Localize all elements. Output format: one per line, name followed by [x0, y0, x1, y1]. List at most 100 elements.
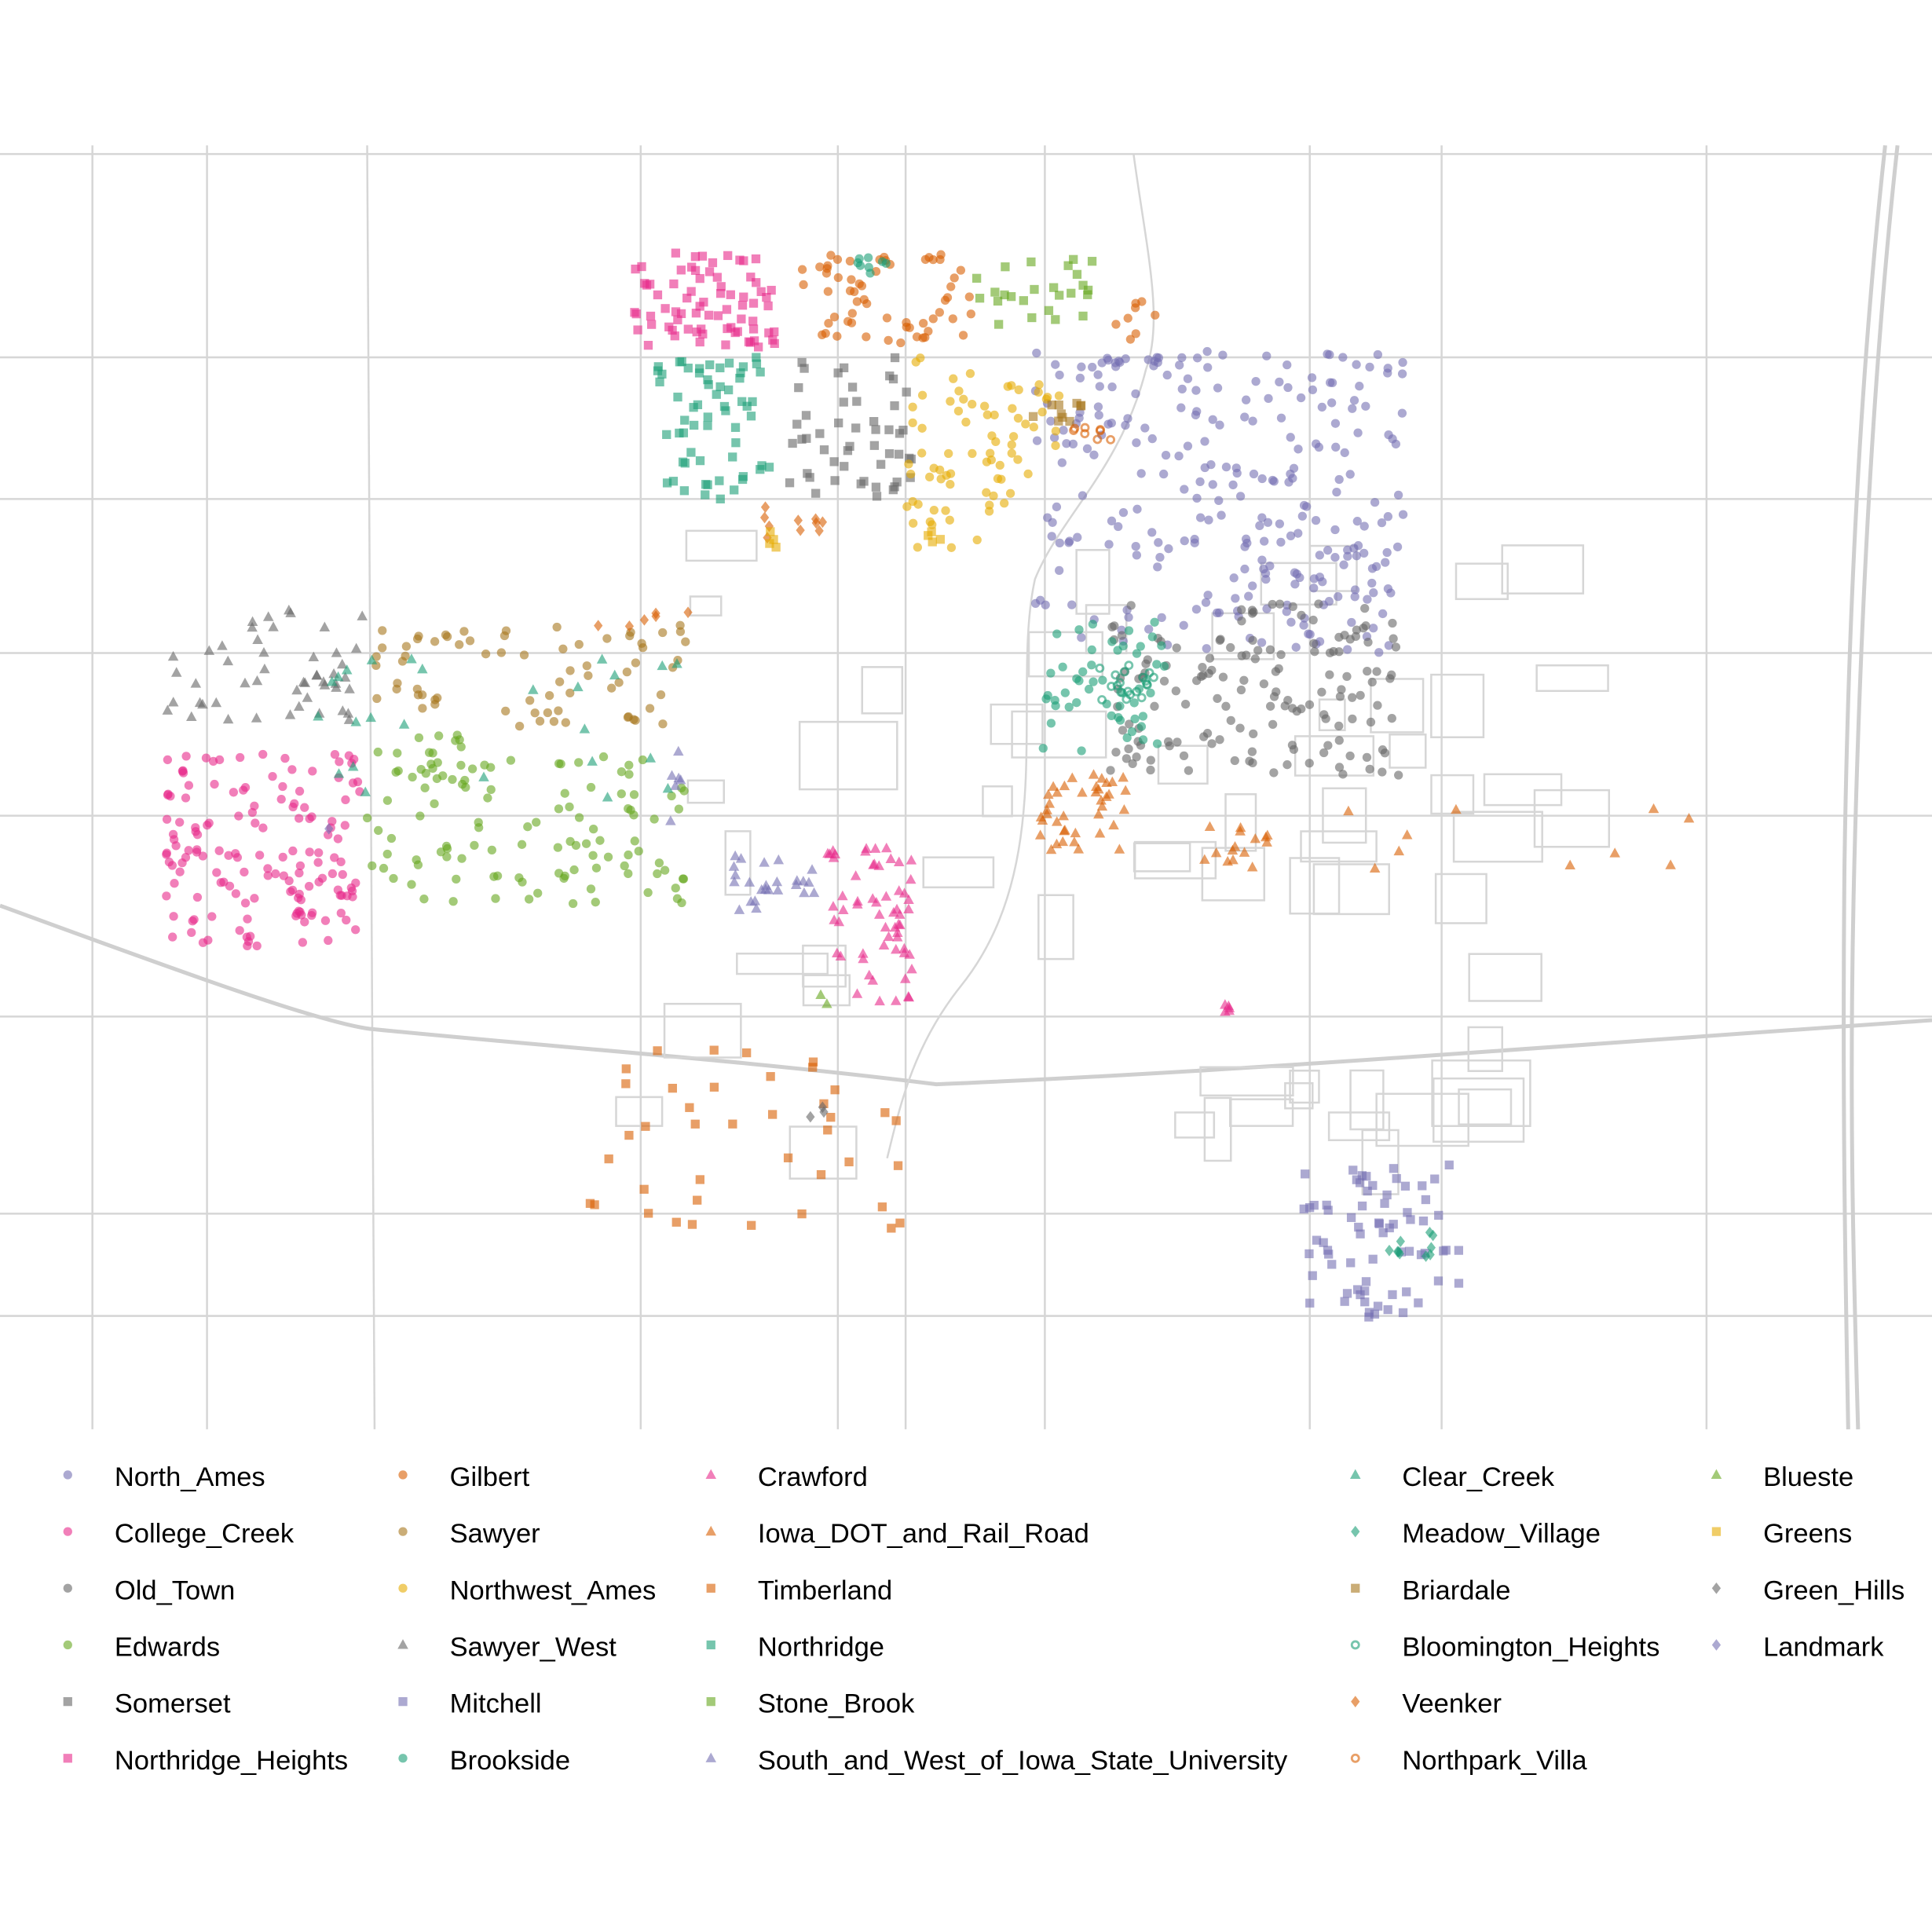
- house-point: [1058, 662, 1067, 671]
- house-point: [1288, 474, 1297, 483]
- house-point: [1130, 714, 1140, 724]
- house-point: [913, 499, 923, 509]
- house-point: [251, 675, 263, 686]
- house-point: [1054, 416, 1063, 426]
- house-point: [690, 265, 701, 276]
- house-point: [852, 297, 862, 306]
- house-point: [553, 843, 562, 852]
- house-point: [1322, 1200, 1331, 1210]
- house-point: [1237, 617, 1246, 626]
- house-point: [279, 871, 289, 880]
- house-point: [340, 821, 349, 830]
- house-point: [982, 488, 991, 497]
- house-point: [288, 846, 298, 856]
- house-point: [1327, 378, 1337, 388]
- house-point: [1381, 558, 1390, 567]
- house-point: [883, 931, 895, 942]
- house-point: [1107, 516, 1117, 525]
- house-point: [990, 410, 999, 420]
- house-point: [668, 477, 679, 486]
- house-point: [1378, 767, 1387, 777]
- house-point: [904, 459, 913, 469]
- house-point: [1026, 257, 1036, 267]
- house-point: [792, 875, 803, 885]
- house-point: [1106, 766, 1115, 775]
- house-point: [1400, 1181, 1411, 1191]
- house-point: [624, 1130, 634, 1140]
- house-point: [1388, 618, 1397, 628]
- house-point: [1126, 601, 1136, 610]
- house-point: [1325, 670, 1334, 679]
- house-point: [398, 719, 410, 729]
- house-point: [1248, 609, 1257, 618]
- house-point: [1383, 584, 1393, 594]
- house-point: [1159, 661, 1169, 671]
- house-point: [554, 804, 564, 814]
- house-point: [1047, 532, 1056, 541]
- house-point: [1373, 349, 1383, 360]
- house-point: [847, 275, 856, 284]
- house-point: [1271, 667, 1281, 676]
- house-point: [1203, 363, 1213, 372]
- house-point: [752, 353, 761, 362]
- street-block: [982, 785, 1013, 818]
- house-point: [763, 532, 772, 544]
- house-point: [770, 327, 779, 337]
- highway: [1850, 145, 1900, 1429]
- house-point: [1250, 833, 1261, 843]
- house-point: [1295, 573, 1304, 583]
- house-point: [1245, 756, 1254, 766]
- house-point: [1054, 401, 1063, 410]
- house-point: [913, 543, 923, 552]
- house-point: [904, 949, 915, 959]
- circle-marker-icon: [63, 1583, 72, 1593]
- house-point: [751, 254, 761, 264]
- house-point: [584, 671, 593, 680]
- house-point: [1310, 647, 1319, 657]
- street-block: [736, 952, 829, 975]
- house-point: [906, 963, 917, 974]
- house-point: [1338, 770, 1348, 779]
- house-point: [1369, 624, 1378, 633]
- house-point: [902, 991, 914, 1001]
- square-marker-icon: [398, 1696, 408, 1707]
- house-point: [1128, 759, 1137, 769]
- house-point: [724, 358, 734, 368]
- house-point: [924, 327, 933, 336]
- house-point: [673, 392, 682, 402]
- house-point: [671, 1217, 681, 1227]
- circle-marker-icon: [398, 1527, 408, 1536]
- street-block: [1370, 678, 1425, 734]
- house-point: [660, 304, 670, 313]
- house-point: [858, 948, 869, 958]
- house-point: [861, 843, 872, 853]
- house-point: [336, 857, 346, 866]
- house-point: [942, 293, 953, 302]
- house-point: [839, 397, 848, 407]
- street-block: [1430, 774, 1475, 815]
- house-point: [1371, 562, 1381, 572]
- house-point: [1359, 521, 1369, 531]
- house-point: [906, 454, 916, 464]
- house-point: [704, 380, 713, 390]
- house-point: [198, 851, 207, 861]
- house-point: [339, 671, 351, 682]
- house-point: [1114, 712, 1123, 723]
- house-point: [1131, 329, 1140, 338]
- house-point: [1248, 635, 1257, 646]
- house-point: [1304, 1203, 1315, 1213]
- house-point: [1260, 536, 1269, 546]
- house-point: [1363, 666, 1372, 676]
- house-point: [1082, 444, 1092, 453]
- house-point: [1005, 488, 1015, 498]
- house-point: [594, 620, 603, 631]
- house-point: [362, 813, 372, 823]
- house-point: [1241, 534, 1251, 543]
- house-point: [543, 708, 553, 718]
- house-point: [417, 663, 428, 674]
- house-point: [1179, 620, 1188, 630]
- house-point: [1191, 410, 1201, 420]
- house-point: [1434, 1210, 1444, 1220]
- house-point: [1247, 747, 1257, 756]
- house-point: [662, 478, 672, 488]
